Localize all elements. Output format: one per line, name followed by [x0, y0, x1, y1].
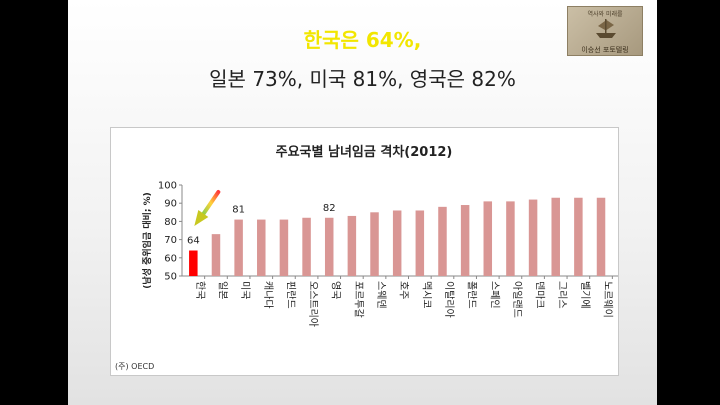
slide: 한국은 64%, 일본 73%, 미국 81%, 영국은 82% 역사와 미래를… [68, 0, 657, 405]
bar [211, 234, 221, 276]
x-tick-label: 한국 [194, 281, 206, 299]
x-tick-label: 그리스 [556, 281, 568, 309]
y-tick-label: 100 [158, 181, 177, 192]
x-tick-label: 아일랜드 [511, 281, 523, 318]
x-tick-label: 캐나다 [262, 281, 274, 309]
bar [279, 219, 289, 276]
y-tick-label: 70 [164, 235, 177, 246]
chart-panel: 주요국별 남녀임금 격차(2012) 50 60 70 80 90 100 (남성 중위임금 … [110, 127, 619, 376]
bar [189, 250, 198, 276]
bar [551, 197, 560, 276]
bar [257, 219, 266, 276]
x-tick-label: 미국 [239, 281, 251, 299]
highlight-arrow-head [194, 210, 209, 226]
highlight-arrow-shaft [201, 190, 221, 216]
logo-text-top: 역사와 미래를 [587, 11, 623, 18]
bar [460, 205, 470, 276]
bar [483, 201, 493, 276]
chart-title: 주요국별 남녀임금 격차(2012) [276, 144, 453, 160]
data-label: 82 [323, 203, 336, 214]
y-tick-label: 90 [164, 199, 177, 210]
headline-comparison: 일본 73%, 미국 81%, 영국은 82% [209, 67, 516, 91]
x-tick-label: 포르투갈 [352, 281, 365, 318]
headline-korea: 한국은 64%, [303, 28, 422, 52]
bar [528, 199, 538, 276]
data-label: 81 [232, 205, 245, 216]
ship-icon [596, 19, 616, 38]
source-note: (주) OECD [115, 362, 155, 371]
bar [596, 197, 606, 276]
x-tick-label: 스웨덴 [375, 281, 387, 309]
bar [324, 217, 334, 276]
x-tick-label: 노르웨이 [602, 281, 614, 318]
x-tick-label: 폴란드 [466, 281, 478, 309]
bar [234, 219, 243, 276]
x-tick-label: 멕시코 [420, 281, 432, 309]
x-tick-label: 오스트리아 [307, 281, 319, 327]
y-tick-label: 80 [164, 217, 177, 228]
x-tick-label: 일본 [216, 281, 228, 299]
x-tick-label: 호주 [398, 281, 410, 299]
x-tick-label: 핀란드 [284, 281, 296, 309]
y-tick-label: 60 [164, 253, 177, 264]
bar-chart: 주요국별 남녀임금 격차(2012) 50 60 70 80 90 100 (남성 중위임금 … [141, 144, 618, 327]
bar [574, 197, 583, 276]
x-tick-label: 이탈리아 [443, 281, 456, 318]
logo: 역사와 미래를 이승선 포토텔링 [567, 6, 643, 56]
bar [415, 210, 425, 276]
bar [506, 201, 515, 276]
x-tick-label: 스페인 [488, 281, 500, 309]
x-tick-label: 덴마크 [534, 281, 546, 309]
data-label: 64 [187, 236, 200, 247]
logo-text-bottom: 이승선 포토텔링 [581, 46, 629, 54]
x-tick-label: 벨기에 [579, 281, 591, 309]
bar [370, 212, 379, 276]
y-axis-label: (남성 중위임금 대비; %) [141, 192, 153, 288]
bar [438, 206, 447, 276]
bar [347, 215, 357, 276]
bar [392, 210, 402, 276]
y-tick-label: 50 [164, 272, 177, 283]
bar [302, 217, 311, 276]
x-tick-label: 영국 [330, 281, 342, 299]
